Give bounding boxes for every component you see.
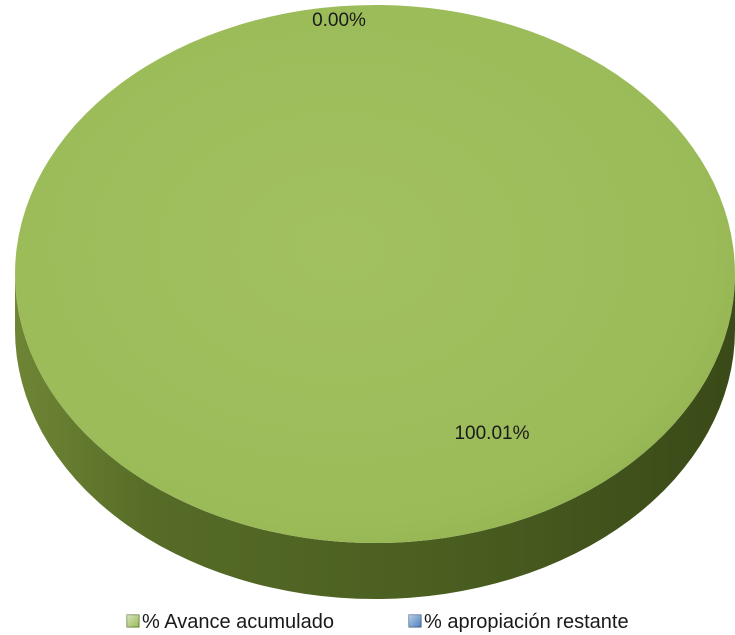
legend-label-avance-acumulado: % Avance acumulado: [142, 611, 334, 633]
pie-slices: [15, 5, 735, 543]
data-label-apropiacion-restante: 0.00%: [312, 10, 366, 31]
legend-label-apropiacion-restante: % apropiación restante: [424, 611, 629, 633]
pie-side-wall: [15, 274, 735, 599]
pie-slice-avance-acumulado: [15, 5, 735, 543]
legend-item-avance-acumulado: % Avance acumulado: [126, 611, 334, 633]
data-label-avance-acumulado: 100.01%: [454, 423, 529, 444]
legend: % Avance acumulado % apropiación restant…: [126, 611, 629, 633]
legend-item-apropiacion-restante: % apropiación restante: [408, 611, 629, 633]
